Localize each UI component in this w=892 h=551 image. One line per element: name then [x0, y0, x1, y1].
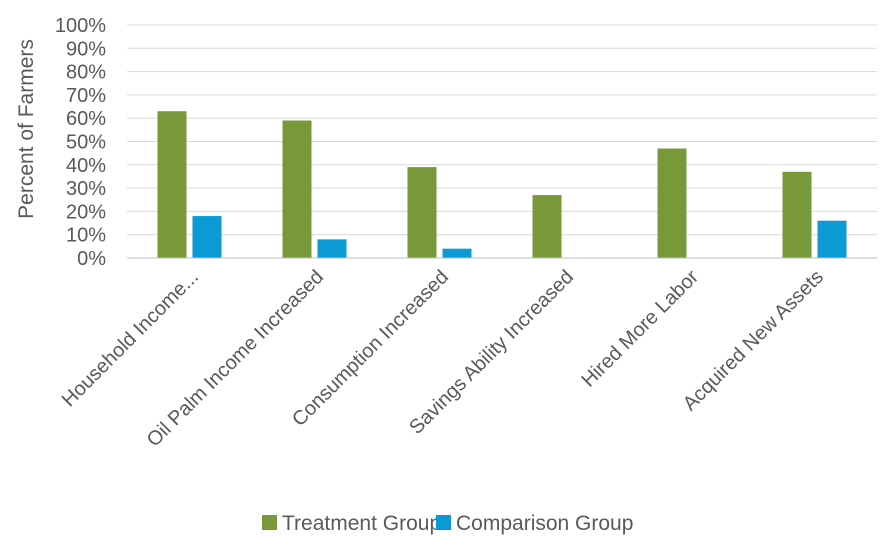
legend-label: Treatment Group	[282, 512, 441, 535]
legend-label: Comparison Group	[456, 512, 633, 535]
y-tick-label: 80%	[66, 62, 106, 84]
y-tick-label: 100%	[55, 15, 106, 37]
legend-swatch	[262, 515, 277, 530]
y-axis-title: Percent of Farmers	[15, 39, 38, 219]
y-tick-label: 70%	[66, 85, 106, 107]
y-tick-label: 20%	[66, 201, 106, 223]
y-tick-label: 90%	[66, 38, 106, 60]
x-category-label: Acquired New Assets	[679, 266, 828, 415]
legend-swatch	[436, 515, 451, 530]
treatment-bar	[157, 111, 187, 259]
legend: Treatment Group Comparison Group	[262, 512, 633, 535]
x-category-label: Household Income...	[58, 266, 203, 411]
comparison-bar	[817, 220, 847, 258]
comparison-bar	[192, 216, 222, 258]
bars	[157, 111, 847, 259]
treatment-bar	[282, 120, 312, 258]
y-tick-label: 60%	[66, 108, 106, 130]
y-axis-ticks: 0%10%20%30%40%50%60%70%80%90%100%	[55, 15, 106, 270]
y-tick-label: 0%	[77, 248, 106, 270]
y-tick-label: 30%	[66, 178, 106, 200]
treatment-bar	[532, 195, 562, 258]
comparison-bar	[442, 248, 472, 258]
y-tick-label: 50%	[66, 132, 106, 154]
treatment-bar	[657, 148, 687, 258]
gridlines	[127, 24, 877, 236]
y-tick-label: 40%	[66, 155, 106, 177]
treatment-bar	[782, 171, 812, 258]
comparison-bar	[317, 239, 347, 258]
treatment-bar	[407, 167, 437, 258]
y-tick-label: 10%	[66, 225, 106, 247]
x-category-label: Hired More Labor	[577, 266, 703, 392]
x-axis-labels: Household Income...Oil Palm Income Incre…	[58, 266, 828, 452]
